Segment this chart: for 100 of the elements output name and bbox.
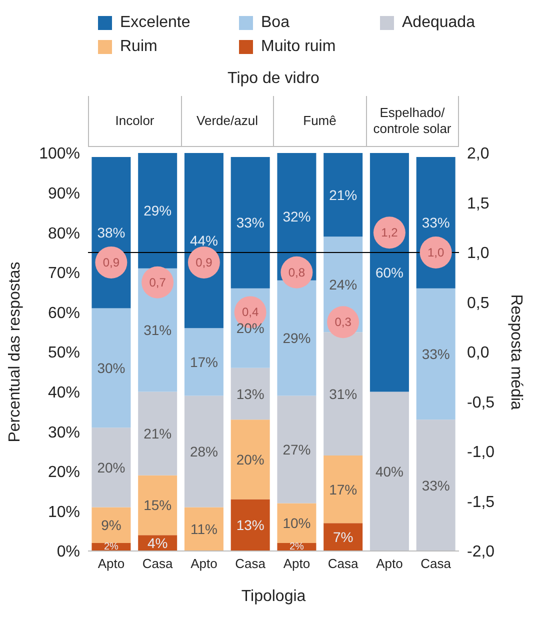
legend-label: Boa <box>261 14 290 32</box>
bar <box>230 420 270 500</box>
bar <box>277 503 316 544</box>
x-tick-label: Apto <box>283 556 310 572</box>
data-label: 27% <box>282 442 311 458</box>
bar <box>230 368 270 420</box>
bar <box>230 499 270 551</box>
bar <box>416 288 456 420</box>
x-tick-label: Casa <box>328 556 359 572</box>
x-tick-label: Apto <box>98 556 125 572</box>
data-label: 0,4 <box>242 305 259 320</box>
data-label: 15% <box>144 497 172 514</box>
data-label: 30% <box>97 360 126 376</box>
data-label: 40% <box>375 463 404 480</box>
y-tick-label: 20% <box>48 464 80 482</box>
legend-label: Excelente <box>120 14 190 32</box>
bar <box>324 153 363 237</box>
legend-label: Adequada <box>402 14 475 32</box>
data-label: 13% <box>236 386 264 402</box>
data-label: 9% <box>101 517 122 534</box>
bar <box>92 428 131 508</box>
y-tick-label: 50% <box>48 344 80 362</box>
y-tick-label: 80% <box>48 225 80 242</box>
x-tick-label: Casa <box>420 556 452 572</box>
data-label: 11% <box>190 521 218 538</box>
bar <box>277 280 316 396</box>
bar <box>416 420 456 551</box>
bar <box>370 153 409 392</box>
legend-label: Ruim <box>120 38 158 56</box>
data-label: 0,3 <box>334 315 352 330</box>
y2-tick-label: 0,5 <box>467 294 490 312</box>
y-tick-label: 60% <box>48 304 80 322</box>
bar <box>138 475 178 536</box>
y2-tick-label: 1,0 <box>467 245 490 262</box>
bar <box>324 455 363 524</box>
bar <box>277 396 316 504</box>
text: Espelhado/ controle solar <box>366 96 459 146</box>
bar <box>138 153 178 268</box>
x-tick-label: Casa <box>142 556 174 572</box>
bar <box>138 392 178 476</box>
bar <box>370 392 409 551</box>
data-label: 13% <box>236 517 264 534</box>
text: Verde/azul <box>180 96 273 146</box>
y-tick-label: 100% <box>39 146 80 163</box>
y2-tick-label: -1,0 <box>467 444 495 462</box>
y2-tick-label: 0,0 <box>467 344 490 362</box>
y-tick-label: 0% <box>56 544 80 561</box>
data-label: 60% <box>375 264 404 280</box>
data-label: 0,9 <box>196 255 213 270</box>
data-label: 31% <box>329 386 358 402</box>
x-tick-label: Apto <box>376 556 403 572</box>
y-tick-label: 90% <box>48 185 80 202</box>
chart-title: Tipo de vidro <box>226 70 320 88</box>
data-label: 20% <box>236 451 264 468</box>
y2-tick-label: -0,5 <box>467 394 495 412</box>
y2-axis-title: Resposta média <box>507 294 524 410</box>
data-label: 33% <box>422 477 450 494</box>
text: Incolor <box>88 96 180 146</box>
legend-label: Muito ruim <box>261 38 336 56</box>
data-label: 33% <box>422 214 450 231</box>
data-label: 20% <box>97 459 126 476</box>
y-tick-label: 10% <box>48 504 80 521</box>
data-label: 31% <box>144 322 172 338</box>
data-label: 33% <box>422 346 450 362</box>
bar <box>92 308 131 428</box>
y-axis-title: Percentual das respostas <box>6 262 24 442</box>
y-tick-label: 70% <box>48 265 80 282</box>
bar <box>324 523 363 551</box>
y2-tick-label: 1,5 <box>467 195 490 212</box>
data-label: 29% <box>144 202 172 219</box>
x-axis-title: Tipologia <box>241 588 306 605</box>
data-label: 33% <box>236 214 264 231</box>
data-label: 44% <box>190 232 218 249</box>
data-label: 17% <box>329 481 358 498</box>
data-label: 1,0 <box>427 246 444 260</box>
data-label: 7% <box>332 529 354 546</box>
data-label: 24% <box>329 276 358 292</box>
y2-tick-label: -1,5 <box>467 494 495 511</box>
data-label: 20% <box>236 320 264 336</box>
data-label: 28% <box>190 444 218 460</box>
data-label: 4% <box>147 535 168 552</box>
data-label: 21% <box>329 186 358 203</box>
bar <box>184 396 224 508</box>
bar <box>230 156 270 288</box>
data-label: 0,8 <box>288 265 306 280</box>
data-label: 21% <box>144 426 172 442</box>
text: Fumê <box>273 96 366 146</box>
data-label: 29% <box>282 330 311 346</box>
bar <box>184 507 224 551</box>
data-label: 0,9 <box>102 255 120 270</box>
y2-tick-label: 2,0 <box>467 146 490 163</box>
data-label: 2% <box>104 542 119 553</box>
bar <box>92 507 131 544</box>
data-label: 32% <box>282 208 311 225</box>
y-tick-label: 30% <box>48 424 80 442</box>
data-label: 0,7 <box>149 275 166 290</box>
bar <box>324 332 363 456</box>
data-label: 1,2 <box>381 226 398 240</box>
x-tick-label: Apto <box>190 556 218 572</box>
x-tick-label: Casa <box>235 556 266 572</box>
